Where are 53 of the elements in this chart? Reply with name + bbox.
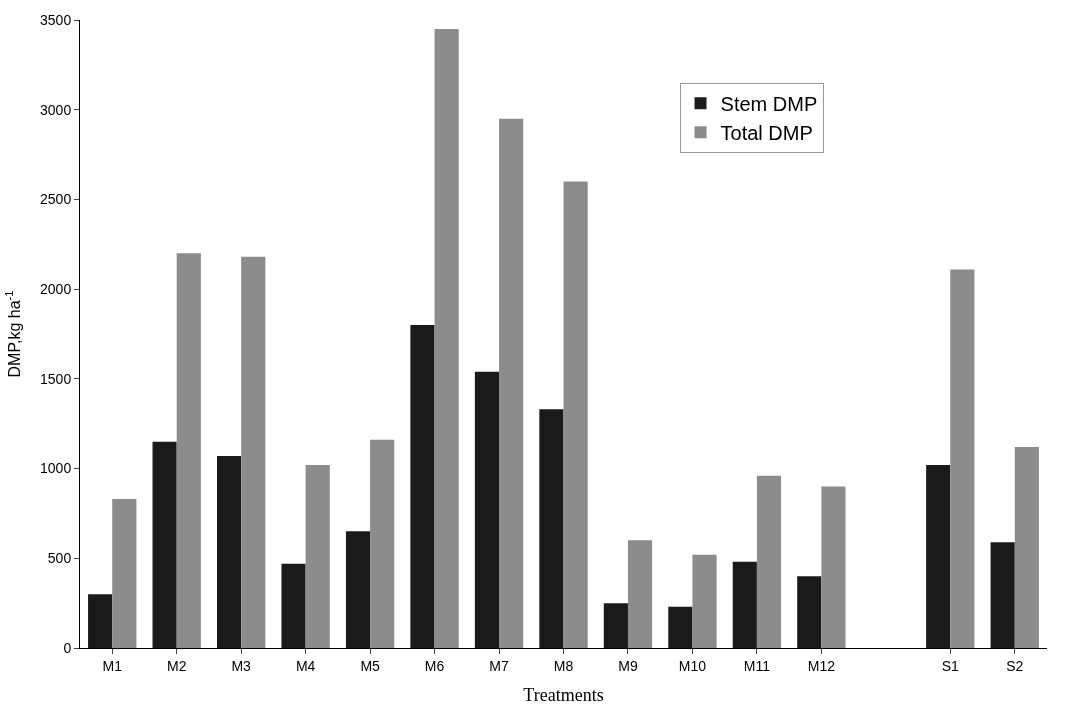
bar <box>603 603 628 648</box>
bar <box>152 441 177 648</box>
x-tick-label: M3 <box>231 657 252 674</box>
x-tick-label: M5 <box>360 657 381 674</box>
bar <box>797 576 822 648</box>
x-tick-label: M12 <box>807 657 836 674</box>
y-tick-label: 1500 <box>40 370 72 387</box>
y-tick-label: 3000 <box>40 101 72 118</box>
x-tick-label: M11 <box>743 657 771 674</box>
y-tick-label: 500 <box>47 550 72 567</box>
bar <box>305 464 330 648</box>
x-tick-label: M7 <box>489 657 509 674</box>
bar <box>926 464 951 648</box>
bar <box>410 325 435 648</box>
y-tick-label: 2500 <box>40 191 72 208</box>
bar <box>345 531 371 648</box>
bar <box>176 253 201 648</box>
legend-label: Stem DMP <box>720 93 818 116</box>
x-tick-label: M8 <box>553 657 574 674</box>
bar <box>216 456 242 648</box>
x-tick-label: M1 <box>102 657 123 674</box>
x-tick-label: M6 <box>424 657 445 674</box>
bar <box>434 28 459 648</box>
x-tick-label: M2 <box>166 657 187 674</box>
x-tick-label: M4 <box>295 657 316 674</box>
x-axis-title: Treatments <box>523 684 604 705</box>
bar <box>539 409 564 648</box>
bar <box>563 181 588 648</box>
x-tick-label: S2 <box>1006 657 1024 674</box>
bar <box>821 486 846 648</box>
bar <box>112 499 137 648</box>
bar <box>756 475 782 648</box>
bar <box>1014 447 1039 648</box>
y-tick-label: 0 <box>63 639 72 656</box>
y-tick-label: 1000 <box>40 460 72 477</box>
bar <box>692 554 717 648</box>
bar <box>241 256 266 648</box>
bar <box>668 606 693 648</box>
x-tick-label: M9 <box>618 657 638 674</box>
bar <box>950 269 975 648</box>
bar <box>990 542 1015 648</box>
bar <box>732 561 757 648</box>
y-tick-label: 2000 <box>40 281 72 298</box>
bar <box>474 371 500 648</box>
bar <box>627 540 653 648</box>
y-tick-label: 3500 <box>40 11 72 28</box>
bar <box>499 118 524 648</box>
x-tick-label: S1 <box>941 657 960 674</box>
x-tick-label: M10 <box>678 657 707 674</box>
bar <box>88 594 113 648</box>
legend-label: Total DMP <box>720 122 813 145</box>
bar <box>370 439 395 648</box>
bar <box>281 563 306 648</box>
